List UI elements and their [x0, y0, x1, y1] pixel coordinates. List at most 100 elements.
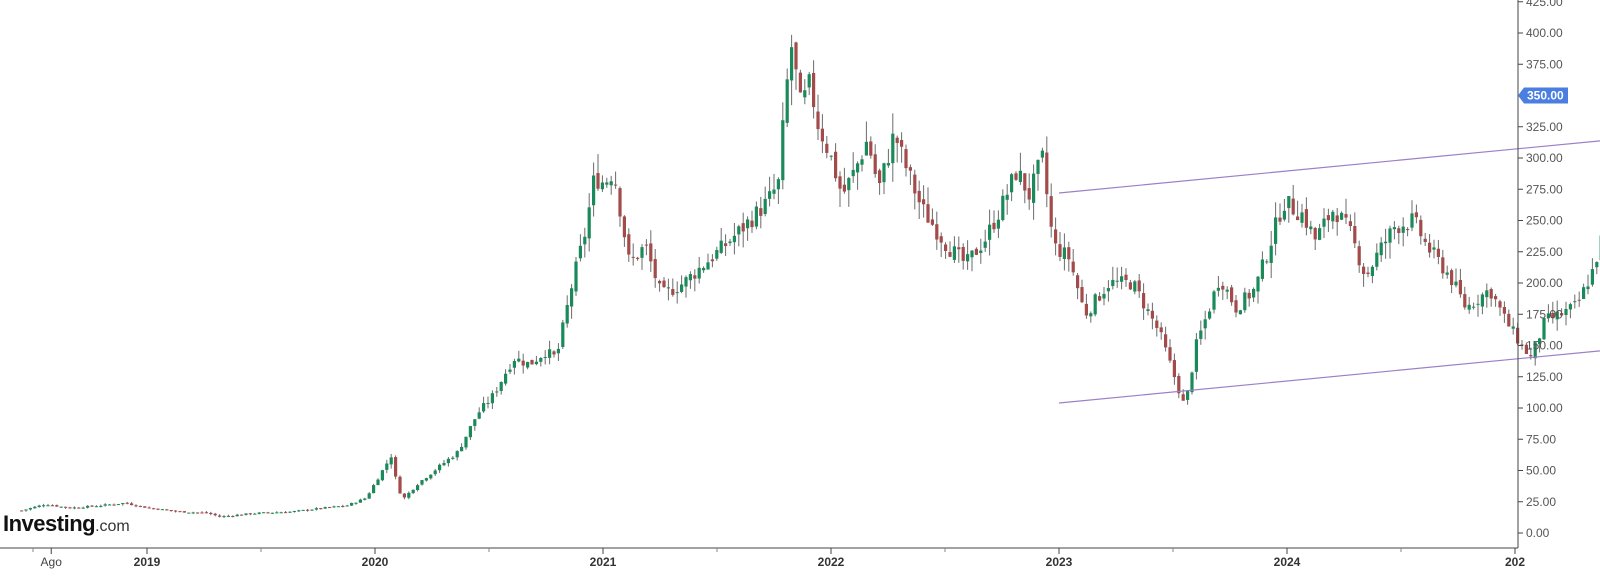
candle — [676, 281, 679, 303]
candle-body — [1578, 300, 1581, 301]
candle-body — [566, 305, 569, 323]
candle — [777, 177, 780, 204]
candle-body — [1498, 301, 1501, 307]
candle-body — [1573, 301, 1576, 302]
candle — [640, 244, 643, 270]
candle-body — [1234, 300, 1237, 312]
candle-body — [1371, 267, 1374, 276]
candle — [112, 504, 115, 506]
candle-body — [253, 514, 256, 515]
candle-body — [266, 512, 269, 513]
candle-body — [1142, 293, 1145, 308]
candle-body — [1454, 282, 1457, 286]
candle-body — [1028, 188, 1031, 199]
candle — [205, 511, 208, 514]
candle — [95, 505, 98, 507]
candle-body — [1186, 391, 1189, 400]
candle — [1322, 208, 1325, 238]
candle-body — [297, 510, 300, 511]
candle — [288, 511, 291, 513]
candle — [715, 247, 718, 261]
candle — [1252, 287, 1255, 302]
candle-body — [667, 287, 670, 288]
candle — [838, 171, 841, 207]
candle — [1041, 148, 1044, 163]
candle — [425, 478, 428, 482]
candle-body — [1195, 339, 1198, 372]
candle-body — [284, 512, 287, 513]
candle-body — [368, 493, 371, 498]
candle-body — [922, 199, 925, 204]
candle — [1472, 303, 1475, 310]
candle — [1014, 171, 1017, 181]
candle-body — [218, 516, 221, 517]
candle — [1366, 267, 1369, 277]
candle-body — [482, 403, 485, 411]
candle-body — [764, 199, 767, 214]
y-tick-label: 150.00 — [1526, 339, 1563, 353]
candle — [504, 369, 507, 385]
candle-body — [852, 170, 855, 176]
candle — [1327, 209, 1330, 232]
candle-body — [1309, 226, 1312, 229]
candle-body — [451, 458, 454, 459]
candle-body — [957, 247, 960, 249]
candle-body — [1322, 219, 1325, 227]
x-tick-label: 2023 — [1046, 555, 1073, 569]
candle — [882, 163, 885, 194]
candle-body — [1063, 247, 1066, 259]
candle — [218, 514, 221, 517]
candle — [429, 474, 432, 479]
candle-body — [821, 129, 824, 142]
candle-body — [205, 512, 208, 513]
candle-body — [1041, 151, 1044, 158]
candle — [852, 152, 855, 183]
candle — [82, 507, 85, 509]
candle-body — [979, 250, 982, 253]
candle-body — [350, 503, 353, 506]
candle — [1437, 240, 1440, 264]
candle — [42, 504, 45, 508]
candle — [812, 60, 815, 118]
candle-body — [755, 207, 758, 227]
candle-body — [786, 79, 789, 123]
candle — [1503, 301, 1506, 323]
candle — [900, 132, 903, 163]
candle-body — [724, 243, 727, 246]
candle — [214, 513, 217, 516]
candle — [1111, 267, 1114, 290]
candle-body — [548, 349, 551, 358]
candle-body — [1375, 253, 1378, 267]
candle — [1085, 294, 1088, 319]
candle — [46, 504, 49, 506]
candle — [482, 397, 485, 413]
candle — [297, 510, 300, 512]
candle — [1441, 250, 1444, 279]
candle-body — [970, 251, 973, 258]
candle-body — [1164, 334, 1167, 347]
candle — [1331, 210, 1334, 229]
candle — [1419, 215, 1422, 244]
candle — [1388, 226, 1391, 259]
candle-body — [790, 47, 793, 80]
candle — [508, 364, 511, 374]
candle — [434, 469, 437, 476]
candle-body — [275, 512, 278, 513]
candle — [376, 478, 379, 485]
candle — [1146, 304, 1149, 316]
candle-body — [165, 509, 168, 510]
candle — [161, 509, 164, 510]
candle — [878, 169, 881, 195]
candle — [891, 113, 894, 181]
candle — [957, 236, 960, 262]
candle — [332, 506, 335, 508]
candle — [926, 187, 929, 223]
candle — [561, 320, 564, 349]
candle-body — [398, 477, 401, 494]
candle-body — [1318, 228, 1321, 240]
candle-body — [1463, 294, 1466, 307]
candle — [979, 239, 982, 264]
candle — [152, 508, 155, 509]
candle-body — [1432, 247, 1435, 249]
candle — [1217, 276, 1220, 297]
